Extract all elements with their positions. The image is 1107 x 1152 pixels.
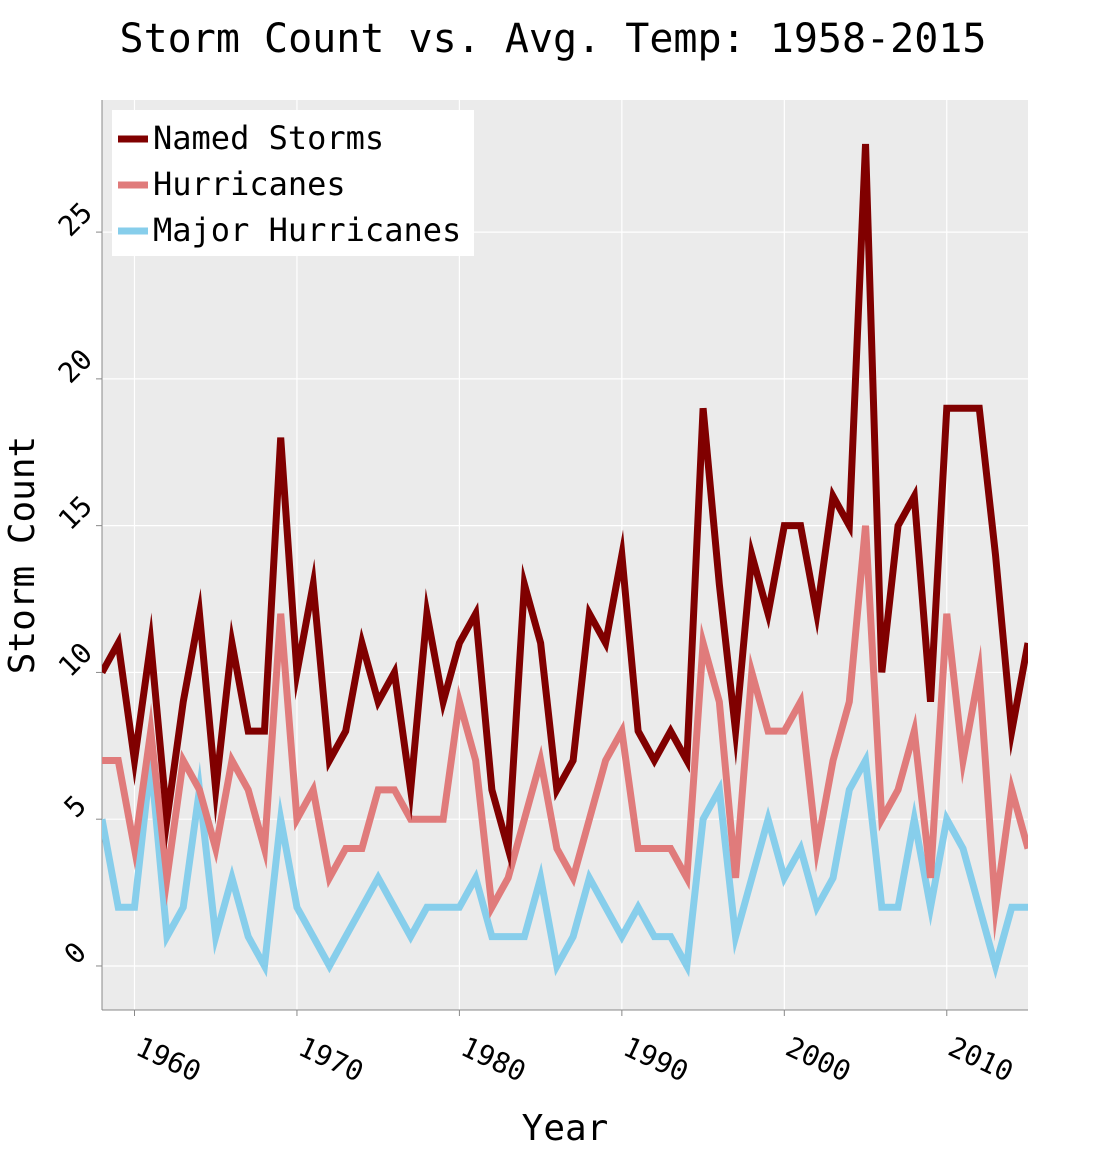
x-tick-labels: 1960 1970 1980 1990 2000 2010 bbox=[131, 1010, 1018, 1089]
y-tick-label: 10 bbox=[52, 636, 99, 683]
y-tick-label: 25 bbox=[52, 196, 99, 243]
y-tick-label: 20 bbox=[52, 343, 99, 390]
y-tick-label: 15 bbox=[52, 489, 99, 536]
legend-label: Hurricanes bbox=[153, 165, 346, 203]
series-line-named-storms bbox=[102, 143, 1028, 870]
legend-label: Named Storms bbox=[153, 119, 384, 157]
legend-label: Major Hurricanes bbox=[153, 211, 461, 249]
y-tick-label: 5 bbox=[58, 789, 93, 824]
series-lines bbox=[102, 143, 1028, 980]
x-axis-label: Year bbox=[522, 1108, 609, 1149]
y-axis-label: Storm Count bbox=[2, 436, 43, 674]
x-tick-label: 1970 bbox=[293, 1030, 368, 1088]
x-tick-label: 2000 bbox=[781, 1030, 856, 1088]
legend-box bbox=[112, 110, 474, 256]
y-tick-labels: 0 5 10 15 20 25 bbox=[52, 196, 102, 971]
y-tick-label: 0 bbox=[58, 936, 93, 971]
x-tick-label: 1980 bbox=[456, 1030, 531, 1088]
series-line-major-hurricanes bbox=[102, 725, 1028, 980]
series-line-hurricanes bbox=[102, 525, 1028, 942]
chart-title: Storm Count vs. Avg. Temp: 1958-2015 bbox=[120, 16, 987, 62]
x-tick-label: 2010 bbox=[943, 1030, 1018, 1088]
legend: Named Storms Hurricanes Major Hurricanes bbox=[112, 110, 474, 256]
x-tick-label: 1990 bbox=[618, 1030, 693, 1088]
x-tick-label: 1960 bbox=[131, 1030, 206, 1088]
